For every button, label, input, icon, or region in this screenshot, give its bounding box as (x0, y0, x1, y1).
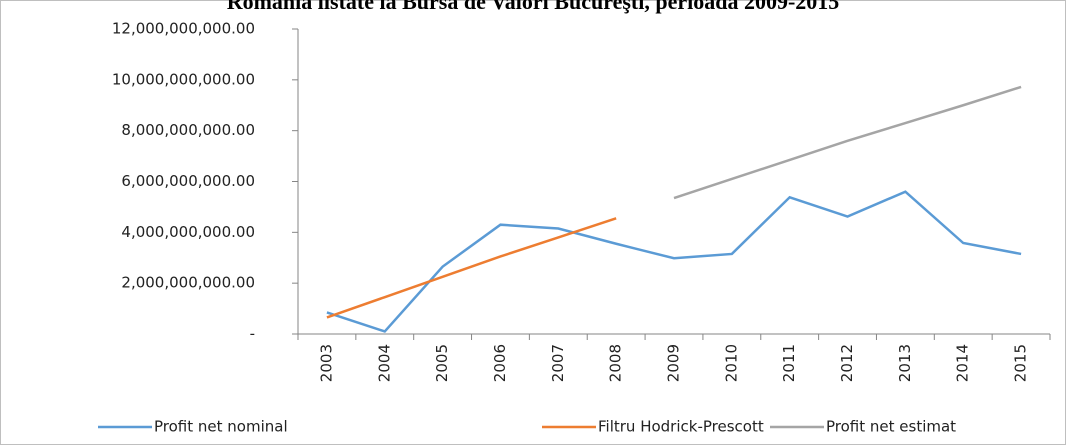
x-tick-label: 2015 (1012, 344, 1030, 382)
x-tick-label: 2005 (433, 344, 451, 382)
line-series (673, 85, 1022, 200)
y-tick-label: 8,000,000,000.00 (121, 121, 255, 139)
x-tick-label: 2004 (375, 344, 393, 382)
x-tick-label: 2013 (896, 344, 914, 382)
legend-label: Profit net nominal (154, 418, 288, 436)
x-tick-label: 2007 (549, 344, 567, 382)
legend-label: Profit net estimat (826, 418, 956, 436)
x-tick-label: 2014 (954, 344, 972, 382)
x-tick-label: 2010 (722, 344, 740, 382)
x-tick-label: 2009 (665, 344, 683, 382)
line-series (326, 190, 1022, 333)
y-tick-label: 6,000,000,000.00 (121, 172, 255, 190)
x-tick-label: 2011 (780, 344, 798, 382)
x-tick-label: 2003 (317, 344, 335, 382)
y-tick-label: 2,000,000,000.00 (121, 274, 255, 292)
x-tick-label: 2012 (838, 344, 856, 382)
y-tick-label: 10,000,000,000.00 (112, 70, 255, 88)
line-series (326, 217, 617, 319)
x-tick-label: 2008 (607, 344, 625, 382)
y-tick-label: - (250, 325, 255, 343)
y-tick-label: 4,000,000,000.00 (121, 223, 255, 241)
x-tick-label: 2006 (491, 344, 509, 382)
legend-label: Filtru Hodrick-Prescott (598, 418, 764, 436)
y-tick-label: 12,000,000,000.00 (112, 20, 255, 38)
chart-title: România listate la Bursa de Valori Bucur… (227, 0, 840, 14)
